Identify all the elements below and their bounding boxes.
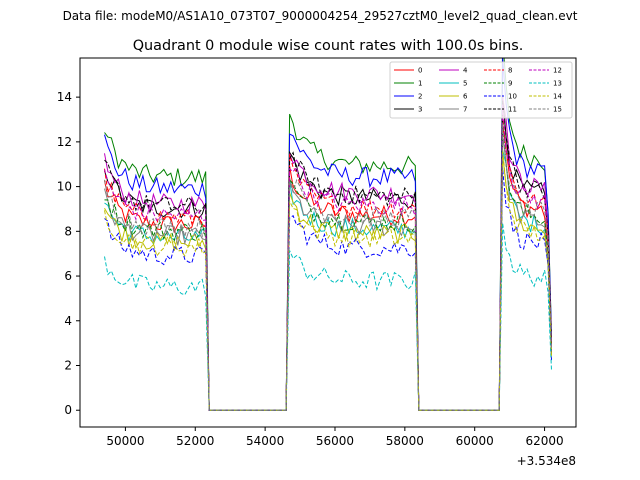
series-line-15 [104, 124, 552, 411]
x-tick-label: 54000 [246, 434, 284, 448]
legend-label-13: 13 [553, 80, 562, 88]
series-line-5 [104, 149, 552, 411]
legend-label-3: 3 [418, 106, 422, 114]
x-tick-label: 50000 [106, 434, 144, 448]
series-line-13 [104, 222, 552, 411]
legend-label-9: 9 [508, 80, 512, 88]
chart-suptitle: Data file: modeM0/AS1A10_073T07_90000042… [63, 9, 578, 23]
axes-frame [79, 57, 577, 428]
legend-label-11: 11 [508, 106, 517, 114]
series-line-0 [104, 125, 552, 411]
legend-label-6: 6 [463, 93, 468, 101]
legend-label-0: 0 [418, 67, 422, 75]
y-tick-label: 2 [64, 359, 72, 373]
x-tick-label: 62000 [525, 434, 563, 448]
x-axis: 50000 52000 54000 56000 58000 60000 62000 [106, 427, 564, 448]
y-tick-label: 4 [64, 314, 72, 328]
legend-label-15: 15 [553, 106, 562, 114]
x-tick-label: 52000 [176, 434, 214, 448]
chart-title: Quadrant 0 module wise count rates with … [133, 38, 524, 54]
legend-label-12: 12 [553, 67, 562, 75]
y-tick-label: 14 [57, 90, 72, 104]
legend-label-2: 2 [418, 93, 422, 101]
x-offset-label: +3.534e8 [517, 454, 576, 468]
series-line-14 [104, 149, 552, 411]
y-axis: 0 2 4 6 8 10 12 14 [57, 90, 80, 417]
legend-box [389, 61, 573, 119]
series-line-3 [104, 95, 552, 411]
legend-label-14: 14 [553, 93, 562, 101]
plot-area [104, 58, 552, 411]
series-line-4 [104, 97, 552, 411]
legend-label-10: 10 [508, 93, 517, 101]
legend-label-5: 5 [463, 80, 467, 88]
y-tick-label: 12 [57, 135, 72, 149]
y-tick-label: 8 [64, 224, 72, 238]
series-line-9 [104, 122, 552, 411]
legend-label-4: 4 [463, 67, 468, 75]
y-tick-label: 6 [64, 269, 72, 283]
y-tick-label: 0 [64, 403, 72, 417]
x-tick-label: 60000 [456, 434, 494, 448]
series-line-10 [104, 168, 552, 411]
x-tick-label: 58000 [386, 434, 424, 448]
legend-label-7: 7 [463, 106, 467, 114]
x-tick-label: 56000 [316, 434, 354, 448]
legend-label-1: 1 [418, 80, 422, 88]
legend-label-8: 8 [508, 67, 512, 75]
y-tick-label: 10 [57, 180, 72, 194]
series-line-8 [104, 115, 552, 411]
